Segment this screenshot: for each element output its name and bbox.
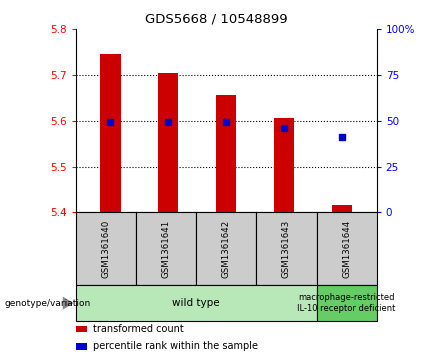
Bar: [332, 205, 352, 212]
Text: GSM1361642: GSM1361642: [222, 220, 231, 278]
Text: GSM1361641: GSM1361641: [162, 220, 171, 278]
Text: percentile rank within the sample: percentile rank within the sample: [93, 341, 258, 351]
Text: wild type: wild type: [172, 298, 220, 308]
Text: GSM1361643: GSM1361643: [282, 220, 291, 278]
Bar: [158, 73, 178, 212]
Text: GSM1361640: GSM1361640: [101, 220, 110, 278]
Text: GDS5668 / 10548899: GDS5668 / 10548899: [145, 13, 288, 26]
Bar: [100, 54, 121, 212]
Text: transformed count: transformed count: [93, 324, 184, 334]
Bar: [216, 95, 236, 212]
Text: GSM1361644: GSM1361644: [342, 220, 351, 278]
Bar: [274, 118, 294, 212]
Text: genotype/variation: genotype/variation: [4, 299, 90, 307]
Text: macrophage-restricted
IL-10 receptor deficient: macrophage-restricted IL-10 receptor def…: [297, 293, 396, 313]
